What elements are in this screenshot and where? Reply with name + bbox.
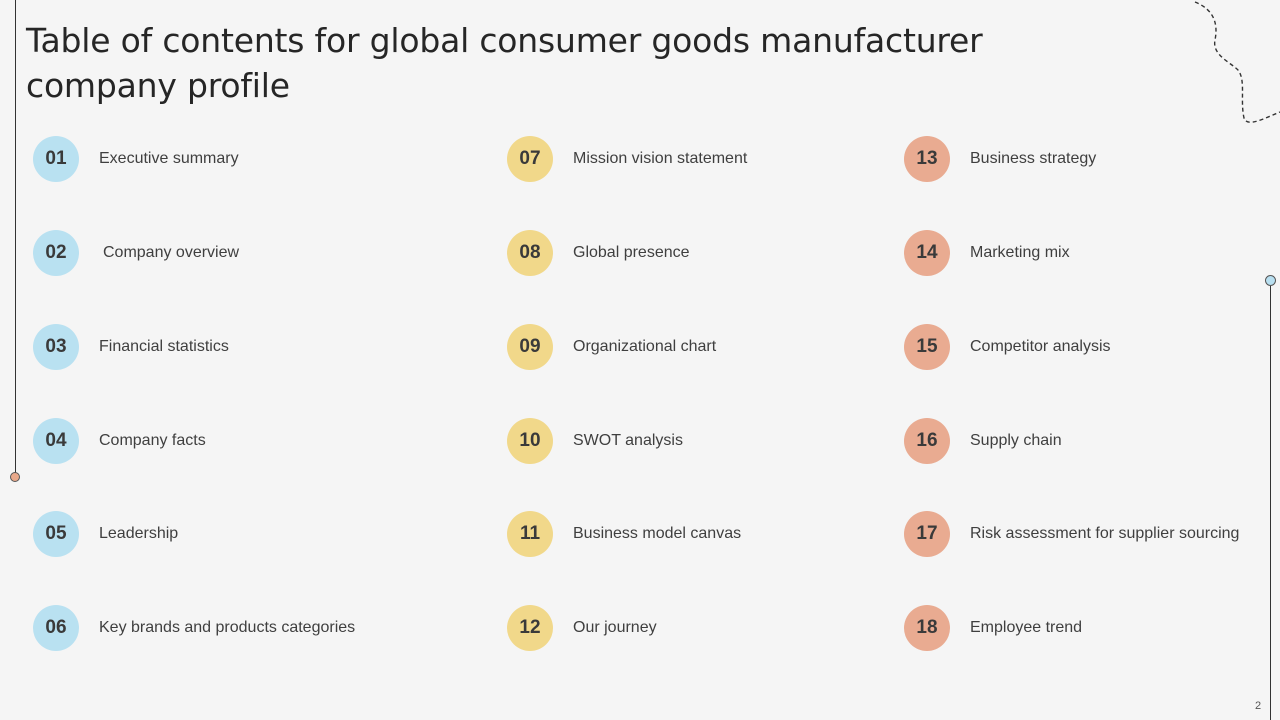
number-badge: 15 bbox=[904, 324, 950, 370]
toc-item-02[interactable]: 02 Company overview bbox=[33, 230, 239, 276]
number-badge: 12 bbox=[507, 605, 553, 651]
number-badge: 01 bbox=[33, 136, 79, 182]
toc-item-label: Marketing mix bbox=[970, 244, 1070, 261]
toc-item-label: Leadership bbox=[99, 525, 179, 542]
toc-item-label: Company overview bbox=[103, 244, 240, 261]
right-timeline-dot bbox=[1265, 275, 1276, 286]
toc-item-01[interactable]: 01 Executive summary bbox=[33, 136, 239, 182]
toc-item-03[interactable]: 03 Financial statistics bbox=[33, 324, 229, 370]
number-badge: 04 bbox=[33, 418, 79, 464]
toc-item-label: Risk assessment for supplier sourcing bbox=[970, 525, 1240, 542]
toc-item-07[interactable]: 07 Mission vision statement bbox=[507, 136, 747, 182]
number-badge: 08 bbox=[507, 230, 553, 276]
number-badge: 14 bbox=[904, 230, 950, 276]
number-badge: 13 bbox=[904, 136, 950, 182]
number-badge: 06 bbox=[33, 605, 79, 651]
left-timeline-line bbox=[15, 0, 16, 473]
toc-item-label: Key brands and products categories bbox=[99, 619, 356, 636]
number-badge: 07 bbox=[507, 136, 553, 182]
number-badge: 09 bbox=[507, 324, 553, 370]
right-timeline-line bbox=[1270, 286, 1271, 720]
number-badge: 05 bbox=[33, 511, 79, 557]
slide-title: Table of contents for global consumer go… bbox=[26, 21, 983, 105]
toc-item-09[interactable]: 09 Organizational chart bbox=[507, 324, 716, 370]
toc-item-label: Business strategy bbox=[970, 150, 1097, 167]
number-badge: 16 bbox=[904, 418, 950, 464]
toc-item-label: Organizational chart bbox=[573, 338, 717, 355]
decorative-dashed-curve bbox=[1194, 1, 1280, 123]
number-badge: 10 bbox=[507, 418, 553, 464]
toc-item-15[interactable]: 15 Competitor analysis bbox=[904, 324, 1111, 370]
number-badge: 17 bbox=[904, 511, 950, 557]
toc-item-05[interactable]: 05 Leadership bbox=[33, 511, 178, 557]
number-badge: 02 bbox=[33, 230, 79, 276]
toc-item-label: Supply chain bbox=[970, 432, 1062, 449]
toc-item-label: Mission vision statement bbox=[573, 150, 748, 167]
toc-item-17[interactable]: 17 Risk assessment for supplier sourcing bbox=[904, 511, 1239, 557]
toc-item-label: SWOT analysis bbox=[573, 432, 683, 449]
toc-item-18[interactable]: 18 Employee trend bbox=[904, 605, 1082, 651]
toc-item-label: Financial statistics bbox=[99, 338, 229, 355]
toc-item-label: Global presence bbox=[573, 244, 690, 261]
toc-item-label: Employee trend bbox=[970, 619, 1083, 636]
toc-item-06[interactable]: 06 Key brands and products categories bbox=[33, 605, 355, 651]
toc-item-label: Executive summary bbox=[99, 150, 239, 167]
toc-item-13[interactable]: 13 Business strategy bbox=[904, 136, 1096, 182]
toc-item-label: Business model canvas bbox=[573, 525, 742, 542]
toc-item-label: Company facts bbox=[99, 432, 206, 449]
toc-item-10[interactable]: 10 SWOT analysis bbox=[507, 418, 683, 464]
number-badge: 03 bbox=[33, 324, 79, 370]
toc-item-08[interactable]: 08 Global presence bbox=[507, 230, 690, 276]
toc-item-label: Our journey bbox=[573, 619, 657, 636]
number-badge: 11 bbox=[507, 511, 553, 557]
left-timeline-dot bbox=[10, 472, 20, 482]
toc-item-04[interactable]: 04 Company facts bbox=[33, 418, 206, 464]
toc-item-11[interactable]: 11 Business model canvas bbox=[507, 511, 741, 557]
toc-item-12[interactable]: 12 Our journey bbox=[507, 605, 657, 651]
page-number: 2 bbox=[1255, 700, 1262, 712]
toc-item-label: Competitor analysis bbox=[970, 338, 1111, 355]
toc-item-14[interactable]: 14 Marketing mix bbox=[904, 230, 1070, 276]
number-badge: 18 bbox=[904, 605, 950, 651]
toc-item-16[interactable]: 16 Supply chain bbox=[904, 418, 1062, 464]
